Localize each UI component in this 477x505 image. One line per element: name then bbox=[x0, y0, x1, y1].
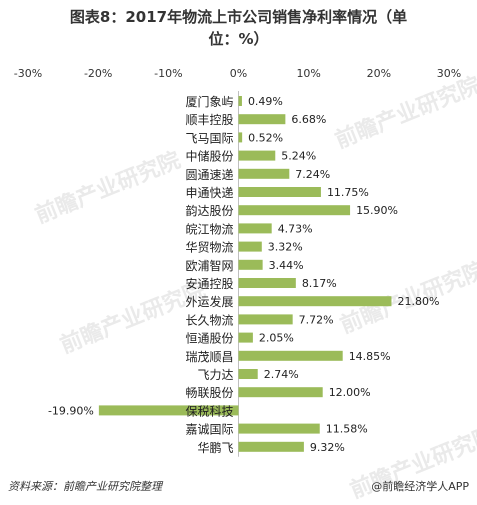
category-label: 欧浦智网 bbox=[185, 258, 233, 273]
value-label: 5.24% bbox=[281, 150, 316, 163]
bar bbox=[238, 96, 242, 106]
value-label: 0.49% bbox=[248, 95, 283, 108]
category-label: 韵达股份 bbox=[185, 203, 233, 218]
x-tick-label: 20% bbox=[367, 67, 391, 80]
bar bbox=[238, 278, 296, 288]
category-label: 顺丰控股 bbox=[185, 113, 233, 127]
category-label: 厦门象屿 bbox=[185, 94, 233, 109]
bar bbox=[238, 423, 320, 434]
x-tick-label: -30% bbox=[14, 67, 42, 80]
chart-title: 图表8：2017年物流上市公司销售净利率情况（单 位：%） bbox=[0, 6, 477, 50]
bar bbox=[238, 296, 392, 307]
value-label: 0.52% bbox=[248, 131, 283, 144]
category-label: 瑞茂顺昌 bbox=[185, 350, 233, 364]
bar bbox=[238, 350, 343, 361]
bar bbox=[238, 205, 351, 216]
bar bbox=[238, 114, 286, 125]
category-label: 申通快递 bbox=[185, 186, 233, 200]
bar bbox=[238, 369, 258, 379]
bar bbox=[238, 168, 290, 179]
category-label: 嘉诚国际 bbox=[185, 423, 233, 437]
category-label: 华贸物流 bbox=[185, 241, 233, 255]
bar bbox=[238, 332, 253, 343]
x-tick-label: 0% bbox=[230, 67, 247, 80]
bar bbox=[238, 150, 276, 161]
value-label: 12.00% bbox=[329, 386, 371, 399]
x-tick-label: 10% bbox=[296, 67, 320, 80]
bar bbox=[238, 241, 262, 252]
category-label: 保税科技 bbox=[185, 404, 233, 418]
category-label: 华鹏飞 bbox=[197, 441, 233, 455]
x-tick-label: 30% bbox=[437, 67, 461, 80]
value-label: 7.72% bbox=[299, 313, 334, 326]
value-label: 14.85% bbox=[349, 350, 391, 363]
category-label: 恒通股份 bbox=[185, 332, 233, 346]
value-label: 8.17% bbox=[302, 277, 337, 290]
value-label: 3.32% bbox=[268, 241, 303, 254]
value-label: 2.74% bbox=[264, 368, 299, 381]
bar bbox=[238, 223, 272, 234]
bar bbox=[238, 387, 323, 398]
category-label: 畅联股份 bbox=[185, 386, 233, 400]
value-label: -19.90% bbox=[48, 404, 94, 417]
value-label: 15.90% bbox=[356, 204, 398, 217]
value-label: 9.32% bbox=[310, 441, 345, 454]
x-tick-label: -20% bbox=[84, 67, 112, 80]
value-label: 6.68% bbox=[291, 113, 326, 126]
brand-label: @前瞻经济学人APP bbox=[371, 480, 469, 493]
title-line-1: 图表8：2017年物流上市公司销售净利率情况（单 bbox=[69, 8, 408, 26]
bar bbox=[238, 314, 293, 325]
bar bbox=[238, 132, 243, 143]
source-note: 资料来源：前瞻产业研究院整理 bbox=[8, 480, 162, 493]
category-label: 飞马国际 bbox=[185, 131, 233, 145]
bar bbox=[98, 405, 239, 416]
bar bbox=[238, 259, 263, 270]
bar bbox=[238, 187, 321, 197]
category-label: 圆通速递 bbox=[185, 168, 233, 182]
value-label: 11.75% bbox=[327, 186, 369, 199]
value-label: 4.73% bbox=[278, 222, 313, 235]
value-label: 7.24% bbox=[295, 168, 330, 181]
x-tick-label: -10% bbox=[154, 67, 182, 80]
category-label: 飞力达 bbox=[197, 368, 233, 382]
value-label: 3.44% bbox=[269, 259, 304, 272]
value-label: 21.80% bbox=[397, 295, 439, 308]
title-line-2: 位：%） bbox=[208, 30, 269, 48]
category-label: 皖江物流 bbox=[185, 222, 233, 236]
category-label: 安通控股 bbox=[185, 276, 233, 291]
value-label: 2.05% bbox=[259, 332, 294, 345]
category-label: 外运发展 bbox=[185, 294, 233, 309]
value-label: 11.58% bbox=[326, 423, 368, 436]
category-label: 长久物流 bbox=[185, 313, 233, 327]
category-label: 中储股份 bbox=[185, 149, 233, 164]
bar bbox=[238, 441, 304, 452]
